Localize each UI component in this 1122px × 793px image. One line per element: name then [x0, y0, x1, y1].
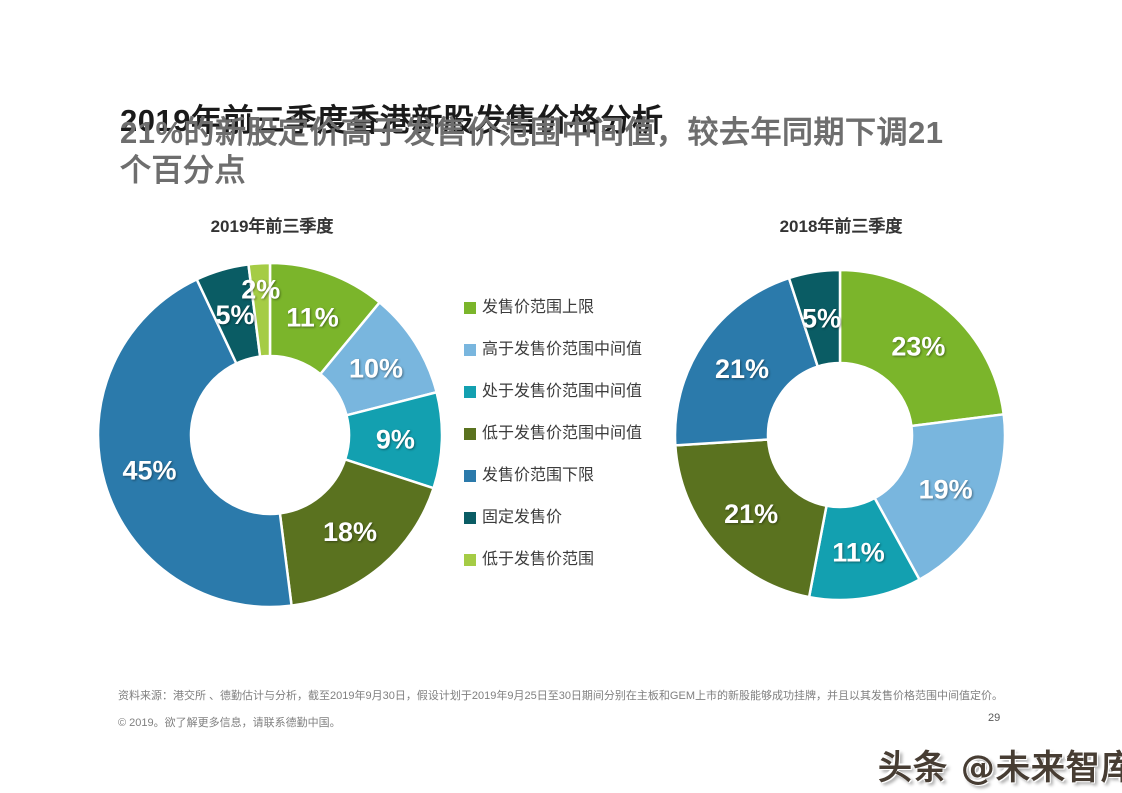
pie-slice-label: 19% [919, 474, 973, 504]
legend-label: 高于发售价范围中间值 [482, 341, 643, 358]
pie-slice [96, 278, 293, 609]
legend-swatch [464, 302, 476, 314]
legend-label: 低于发售价范围 [482, 551, 595, 568]
source-note: 资料来源：港交所 、德勤估计与分析，截至2019年9月30日，假设计划于2019… [118, 690, 1003, 702]
pie-slice-label: 9% [376, 424, 415, 454]
chart-legend: 发售价范围上限高于发售价范围中间值 处于发售价范围中间值 低于发售价范围中间值 发售价… [464, 299, 679, 593]
pie-slice [873, 413, 1007, 581]
legend-swatch [464, 344, 476, 356]
legend-item: 固定发售价 [464, 509, 679, 527]
pie-slice-label: 11% [286, 302, 339, 332]
legend-swatch [464, 470, 476, 482]
pie-slice [673, 276, 819, 447]
chart-title-2019: 2019年前三季度 [210, 217, 334, 236]
legend-label: 处于发售价范围中间值 [482, 383, 643, 400]
legend-item: 低于发售价范围 [464, 551, 679, 569]
pie-slice-label: 5% [215, 300, 254, 330]
donut-chart-2019: 11% 10% 9% 18% 45% 5%2% [96, 261, 444, 609]
pie-slice-label: 21% [724, 499, 778, 529]
pie-slice [247, 261, 272, 358]
page-subtitle: 21%的新股定价高于发售价范围中间值，较去年同期下调21 个百分点 [120, 114, 944, 190]
legend-swatch [464, 428, 476, 440]
donut-chart-2018: 23% 19% 11% 21% 21% 5% [673, 268, 1007, 602]
legend-item: 低于发售价范围中间值 [464, 425, 679, 443]
legend-item: 处于发售价范围中间值 [464, 383, 679, 401]
pie-slice-label: 45% [122, 455, 176, 485]
legend-label: 发售价范围下限 [482, 467, 595, 484]
legend-swatch [464, 554, 476, 566]
legend-item: 高于发售价范围中间值 [464, 341, 679, 359]
legend-label: 发售价范围上限 [482, 299, 595, 316]
chart-title-2018: 2018年前三季度 [779, 217, 903, 236]
legend-label: 固定发售价 [482, 509, 563, 526]
pie-slice [787, 268, 842, 368]
legend-swatch [464, 386, 476, 398]
page-title: 2019年前三季度香港新股发售价格分析 [120, 102, 664, 138]
pie-slice [278, 458, 435, 607]
legend-item: 发售价范围下限 [464, 467, 679, 485]
page-subtitle-line-1: 21%的新股定价高于发售价范围中间值，较去年同期下调21 [120, 115, 944, 150]
pie-slice-label: 5% [802, 303, 841, 333]
page-number: 29 [988, 712, 1001, 724]
pie-slice-label: 10% [349, 353, 403, 383]
pie-slice-label: 23% [891, 332, 945, 362]
legend-swatch [464, 512, 476, 524]
pie-slice-label: 2% [241, 275, 280, 305]
pie-slice [838, 268, 1005, 428]
page-subtitle-line-2: 个百分点 [120, 153, 246, 188]
legend-item: 发售价范围上限 [464, 299, 679, 317]
pie-slice-label: 11% [832, 537, 885, 567]
pie-slice-label: 18% [323, 517, 377, 547]
copyright-note: © 2019。欲了解更多信息，请联系德勤中国。 [118, 717, 341, 729]
pie-slice [674, 438, 828, 599]
legend-label: 低于发售价范围中间值 [482, 425, 643, 442]
watermark: 头条 @未来智库 [878, 748, 1122, 788]
pie-slice-label: 21% [715, 354, 769, 384]
